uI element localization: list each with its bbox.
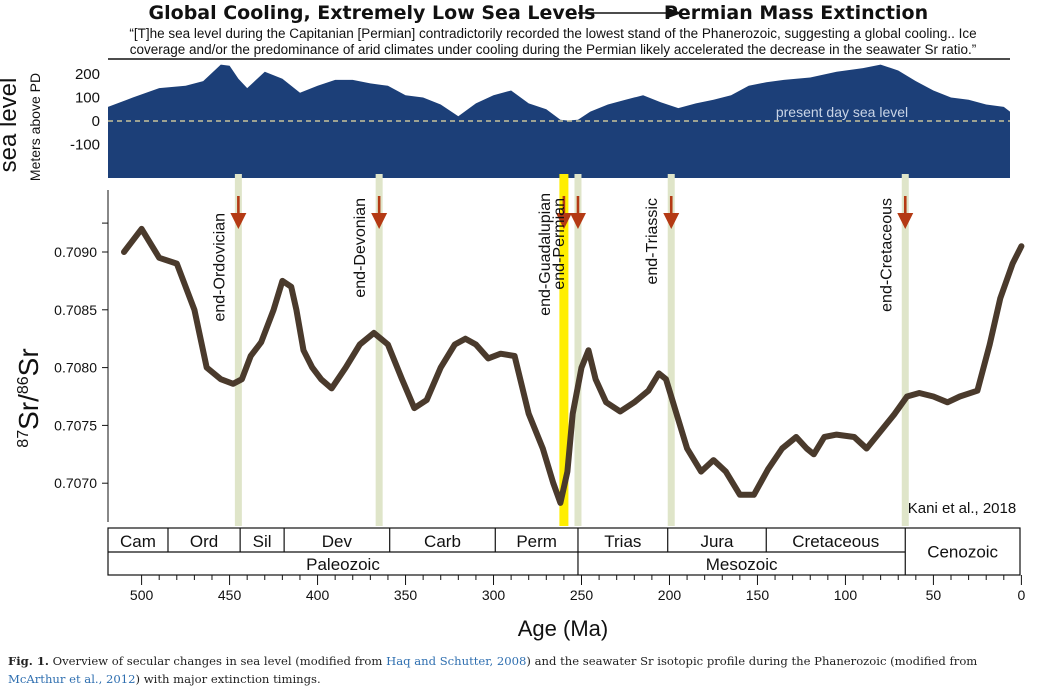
extinction-label: end-Devonian (352, 198, 369, 298)
sr-y-tick-label: 0.7080 (54, 360, 97, 376)
extinction-labels: end-Ordovician end-Devonian end-Guadalupia… (211, 193, 895, 322)
extinction-band (234, 174, 242, 526)
credit-label: Kani et al., 2018 (908, 500, 1016, 517)
caption-text-2: ) and the seawater Sr isotopic profile d… (526, 654, 978, 668)
sea-level-y-tick-label: 0 (92, 113, 100, 130)
age-tick-label: 50 (926, 587, 942, 603)
era-label: Mesozoic (706, 555, 778, 574)
period-label: Cretaceous (792, 532, 879, 551)
extinction-label: end-Cretaceous (878, 198, 895, 312)
sr-isotope-curve (121, 225, 1025, 506)
sea-level-y-axis-label: Meters above PD (27, 73, 43, 181)
sea-level-y-tick-label: -100 (70, 137, 100, 154)
sr-y-tick-label: 0.7085 (54, 302, 97, 318)
extinction-band (559, 174, 569, 526)
extinction-label: end-Ordovician (211, 213, 228, 322)
extinction-arrow (897, 196, 914, 229)
headline-right: Permian Mass Extinction (664, 2, 928, 24)
period-label: Dev (322, 532, 353, 551)
extinction-label: end-Permian (551, 198, 568, 290)
extinction-band (574, 174, 582, 526)
sea-level-y-tick-label: 100 (75, 90, 100, 107)
sr-isotope-panel: 0.7090 0.7085 0.7080 0.7075 0.7070 87Sr/86Sr… (13, 174, 1025, 526)
era-label: Paleozoic (306, 555, 380, 574)
age-tick-label: 100 (834, 587, 858, 603)
age-tick-label: 0 (1017, 587, 1025, 603)
extinction-arrow (230, 196, 247, 229)
age-tick-label: 250 (570, 587, 594, 603)
age-axis-label: Age (Ma) (518, 616, 608, 641)
sr-y-tick-label: 0.7075 (54, 417, 97, 433)
era-label: Cenozoic (927, 543, 998, 562)
extinction-arrow (569, 196, 586, 229)
age-tick-label: 500 (130, 587, 154, 603)
present-day-sea-level-label: present day sea level (776, 104, 908, 120)
period-label: Jura (700, 532, 734, 551)
age-tick-label: 150 (746, 587, 770, 603)
sea-level-y-ticks: 200 100 0 -100 (70, 66, 100, 154)
period-label: Cam (120, 532, 156, 551)
period-label: Ord (190, 532, 218, 551)
extinction-band (667, 174, 675, 526)
caption-text-1: Overview of secular changes in sea level… (48, 654, 387, 668)
age-x-axis: 500 450 400 350 300 250 200 150 100 50 0 (108, 574, 1025, 603)
geologic-timescale: Cam Ord Sil Dev Carb Perm Trias Jura Cretaceous P… (107, 527, 1021, 576)
caption-reference-haq[interactable]: Haq and Schutter, 2008 (386, 654, 527, 668)
quote-line-1: “[T]he sea level during the Capitanian [… (129, 26, 976, 41)
quote-line-2: coverage and/or the predominance of arid… (130, 42, 976, 57)
age-tick-label: 200 (658, 587, 682, 603)
period-label: Trias (604, 532, 641, 551)
extinction-arrow (371, 196, 388, 229)
sr-y-axis-label: 87Sr/86Sr (13, 348, 44, 447)
extinction-band (901, 174, 909, 526)
age-tick-label: 400 (306, 587, 330, 603)
extinction-bands (234, 174, 909, 526)
extinction-arrow (663, 196, 680, 229)
age-tick-label: 450 (218, 587, 242, 603)
caption-text-3: ) with major extinction timings. (135, 672, 321, 686)
caption-figure-number: Fig. 1. (8, 654, 49, 668)
period-label: Perm (516, 532, 557, 551)
sea-level-side-label: sea level (0, 78, 22, 173)
extinction-label: end-Guadalupian (537, 193, 554, 316)
headline-arrow (578, 8, 682, 18)
age-tick-label: 300 (482, 587, 506, 603)
sea-level-y-tick-label: 200 (75, 66, 100, 83)
period-label: Carb (424, 532, 461, 551)
caption-reference-mcarthur[interactable]: McArthur et al., 2012 (8, 672, 136, 686)
sr-y-ticks: 0.7090 0.7085 0.7080 0.7075 0.7070 (54, 222, 108, 491)
period-label: Sil (253, 532, 272, 551)
extinction-arrow (555, 196, 572, 229)
extinction-arrows (230, 196, 914, 229)
extinction-label: end-Triassic (644, 198, 661, 285)
headline-left: Global Cooling, Extremely Low Sea Levels (149, 2, 596, 24)
sea-level-panel: present day sea level 200 100 0 -100 sea le… (0, 64, 1010, 181)
extinction-band (375, 174, 383, 526)
figure-caption: Fig. 1. Overview of secular changes in s… (8, 652, 1038, 688)
age-tick-label: 350 (394, 587, 418, 603)
sr-y-tick-label: 0.7090 (54, 244, 97, 260)
sr-y-tick-label: 0.7070 (54, 475, 97, 491)
